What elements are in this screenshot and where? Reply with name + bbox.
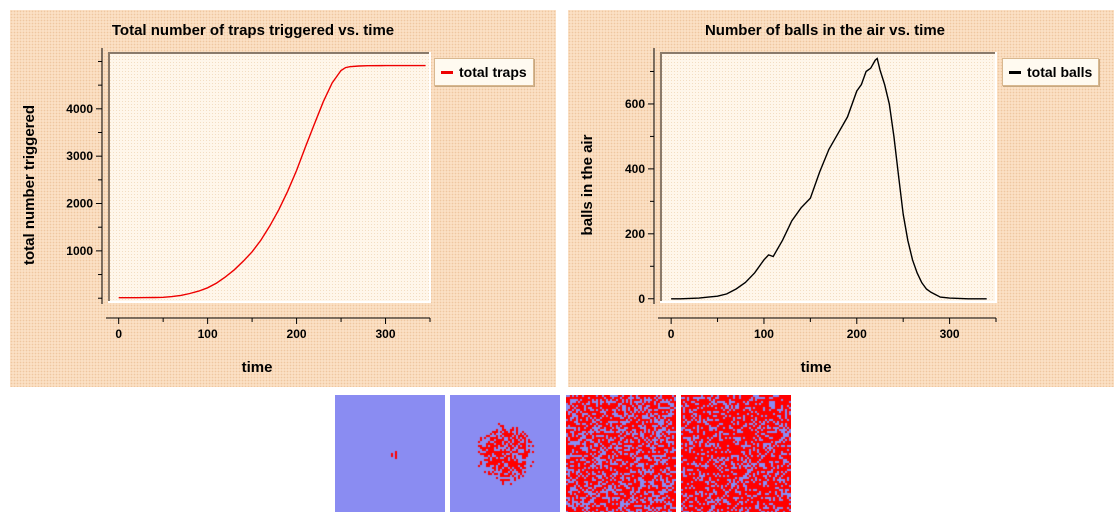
y-axis-label: balls in the air [579,134,596,235]
simulation-snapshot [450,395,560,512]
x-tick-label: 0 [115,327,122,341]
y-tick-label: 3000 [66,149,93,163]
series-line [118,64,426,299]
y-tick-label: 2000 [66,197,93,211]
chart-legend: total balls [1002,58,1100,86]
y-axis-label: total number triggered [21,105,38,265]
y-tick-label: 0 [638,292,645,306]
plot-area [660,52,996,302]
chart-legend: total traps [434,58,534,86]
y-tick-label: 4000 [66,102,93,116]
simulation-snapshot [335,395,445,512]
legend-swatch [441,70,453,74]
x-tick-label: 0 [668,327,675,341]
balls-chart-panel: 0 200 400 600 0 100 200 300 time balls in the air… [568,10,1114,387]
x-tick-label: 200 [287,327,307,341]
y-tick-label: 400 [625,162,645,176]
y-tick-label: 200 [625,227,645,241]
traps-chart-panel: 1000 2000 3000 4000 0 100 200 300 time total numb… [10,10,556,387]
plot-frame-shadow [660,52,996,302]
x-tick-label: 300 [940,327,960,341]
plot-frame-highlight [660,52,997,303]
simulation-snapshot [681,395,791,512]
x-axis-label: time [801,359,832,376]
legend-label: total traps [459,64,527,80]
y-tick-label: 1000 [66,244,93,258]
legend-label: total balls [1027,64,1093,80]
plot-frame-shadow [108,52,430,302]
x-tick-label: 300 [376,327,396,341]
traps-chart-svg: 1000 2000 3000 4000 0 100 200 300 time total numb… [21,48,431,376]
chart-title: Number of balls in the air vs. time [704,22,946,39]
balls-chart-svg: 0 200 400 600 0 100 200 300 time balls in the air [579,48,997,376]
plot-frame-highlight [108,52,431,303]
x-axis-label: time [242,359,273,376]
x-tick-label: 100 [198,327,218,341]
series-line [671,57,987,300]
legend-swatch [1009,70,1021,74]
plot-area [108,52,430,302]
chart-title: Total number of traps triggered vs. time [111,22,395,39]
x-tick-label: 200 [847,327,867,341]
simulation-snapshot [566,395,676,512]
x-tick-label: 100 [754,327,774,341]
y-tick-label: 600 [625,97,645,111]
